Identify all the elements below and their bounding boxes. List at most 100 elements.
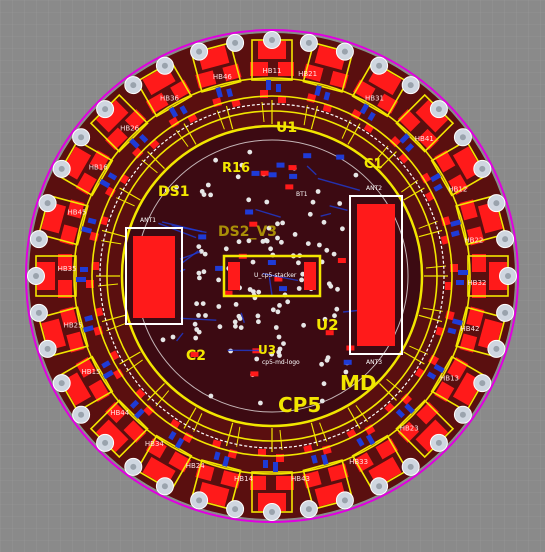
hole-center	[376, 483, 383, 490]
hb-label: HB35	[58, 265, 77, 273]
via	[296, 260, 301, 266]
label-rev: DS2_V3	[218, 224, 277, 240]
hb-label: HB41	[415, 135, 434, 143]
via	[258, 400, 263, 406]
label-bt1: BT1	[296, 191, 308, 198]
hole-center	[44, 345, 51, 352]
via	[300, 271, 306, 277]
hb-label: HB34	[145, 440, 165, 448]
via	[196, 270, 202, 276]
hb-label: HB36	[160, 95, 180, 103]
via	[174, 184, 179, 190]
via	[343, 369, 349, 375]
via	[305, 241, 311, 247]
silk-ring-1	[91, 95, 453, 457]
via	[233, 323, 238, 329]
silk-ring-2	[106, 110, 438, 442]
label-u1: U1	[276, 120, 297, 136]
via	[260, 239, 266, 244]
via	[201, 192, 207, 198]
hole-center	[78, 134, 85, 141]
via	[164, 187, 170, 193]
via	[269, 351, 275, 357]
segment-17	[37, 306, 126, 358]
hb-label: HB44	[110, 409, 130, 417]
trace	[306, 165, 317, 176]
trace	[329, 205, 348, 211]
hole-center	[269, 509, 275, 515]
via	[273, 325, 279, 330]
hole-center	[305, 39, 312, 46]
label-ds1: DS1	[158, 184, 189, 200]
via	[266, 225, 272, 231]
segment-8	[403, 345, 488, 413]
hole-center	[407, 82, 414, 89]
via	[246, 238, 252, 244]
via	[235, 174, 241, 180]
via	[193, 335, 199, 341]
label-c2: C2	[186, 348, 206, 364]
trace	[171, 224, 207, 234]
hole-center	[341, 497, 348, 504]
smd-pad	[289, 173, 298, 179]
hb-label: HB22	[464, 236, 483, 244]
board-outline	[25, 29, 519, 523]
smd-pad	[336, 154, 345, 160]
via	[292, 232, 298, 237]
hole-center	[459, 411, 466, 418]
via	[275, 309, 281, 315]
smd-pad	[249, 221, 258, 227]
via	[340, 226, 345, 232]
via	[315, 189, 321, 194]
segment-21	[89, 93, 165, 174]
smd-pad	[267, 260, 276, 265]
hole-center	[493, 345, 500, 352]
hole-center	[502, 236, 509, 243]
via	[337, 201, 343, 206]
hb-label: HB26	[120, 125, 140, 133]
via	[285, 299, 291, 305]
trace	[180, 317, 217, 321]
hole-center	[44, 200, 51, 207]
via	[196, 244, 202, 250]
label-u3: U3	[258, 343, 276, 357]
via	[256, 289, 262, 295]
hole-center	[232, 506, 239, 513]
via	[335, 286, 340, 292]
hole-center	[505, 273, 511, 279]
hole-center	[78, 411, 85, 418]
hole-center	[130, 463, 137, 470]
via	[296, 286, 302, 291]
hole-center	[102, 106, 109, 113]
smd-pad	[268, 172, 277, 178]
via	[194, 301, 200, 307]
via	[332, 313, 337, 319]
via	[254, 356, 260, 362]
hole-center	[479, 165, 486, 172]
hole-center	[196, 497, 203, 504]
label-ant1: ANT1	[140, 217, 156, 224]
right-battery-pad[interactable]: ANT2 ANT3	[349, 185, 403, 366]
trace	[240, 312, 245, 324]
via	[192, 321, 198, 327]
hb-label: HB11	[263, 67, 282, 75]
hole-center	[502, 309, 509, 316]
via	[277, 303, 282, 308]
label-ant2: ANT2	[366, 185, 382, 192]
trace	[262, 272, 299, 282]
smd-pad	[303, 153, 312, 159]
via	[201, 269, 207, 275]
via	[223, 246, 229, 252]
via	[280, 220, 285, 226]
stacker-chip[interactable]: U_cp5-stacker	[222, 254, 322, 298]
label-logo: cp5-md-logo	[262, 359, 300, 366]
left-battery-pad[interactable]: ANT1	[125, 217, 183, 325]
hb-label: HB46	[213, 73, 233, 81]
label-cp5: CP5	[278, 393, 321, 417]
smd-pad	[288, 165, 297, 171]
mounting-holes	[27, 31, 517, 521]
via	[216, 304, 222, 309]
smd-pad	[274, 276, 283, 282]
